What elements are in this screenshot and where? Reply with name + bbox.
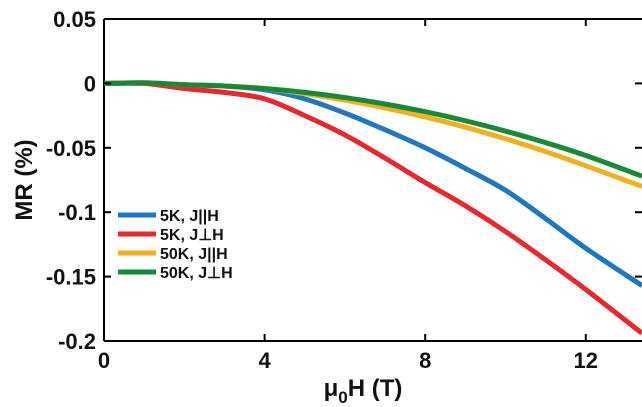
y-axis-label: MR (%)	[11, 139, 38, 220]
y-tick-label: 0.05	[53, 7, 96, 32]
y-tick-label: 0	[84, 71, 96, 96]
x-tick-label: 4	[258, 348, 271, 373]
legend-label: 5K, J||H	[160, 208, 219, 225]
series-line	[103, 80, 642, 189]
legend-label: 50K, J⊥H	[160, 265, 233, 282]
y-tick-label: -0.05	[46, 136, 96, 161]
x-tick-label: 8	[419, 348, 431, 373]
x-axis-label-rest: H (T)	[348, 375, 403, 402]
legend: 5K, J||H 5K, J⊥H 50K, J||H 50K, J⊥H	[118, 208, 233, 282]
y-tick-label: -0.2	[58, 329, 96, 354]
series-line	[103, 80, 642, 336]
legend-label: 5K, J⊥H	[160, 227, 224, 244]
y-tick-label: -0.15	[46, 265, 96, 290]
x-tick-label: 12	[574, 348, 598, 373]
x-tick-label: 0	[98, 348, 110, 373]
series-layer	[103, 80, 642, 336]
x-axis-label-mu: μ	[324, 375, 339, 402]
x-axis-label-sub: 0	[338, 388, 347, 407]
plot-frame	[103, 18, 642, 342]
ticks-layer: 0 4 8 12 0.05 0 -0.05 -0.1 -0.15 -0.2	[46, 7, 642, 373]
series-line	[103, 80, 642, 179]
x-axis-label: μ0H (T)	[324, 375, 403, 407]
legend-label: 50K, J||H	[160, 246, 228, 263]
y-tick-label: -0.1	[58, 200, 96, 225]
